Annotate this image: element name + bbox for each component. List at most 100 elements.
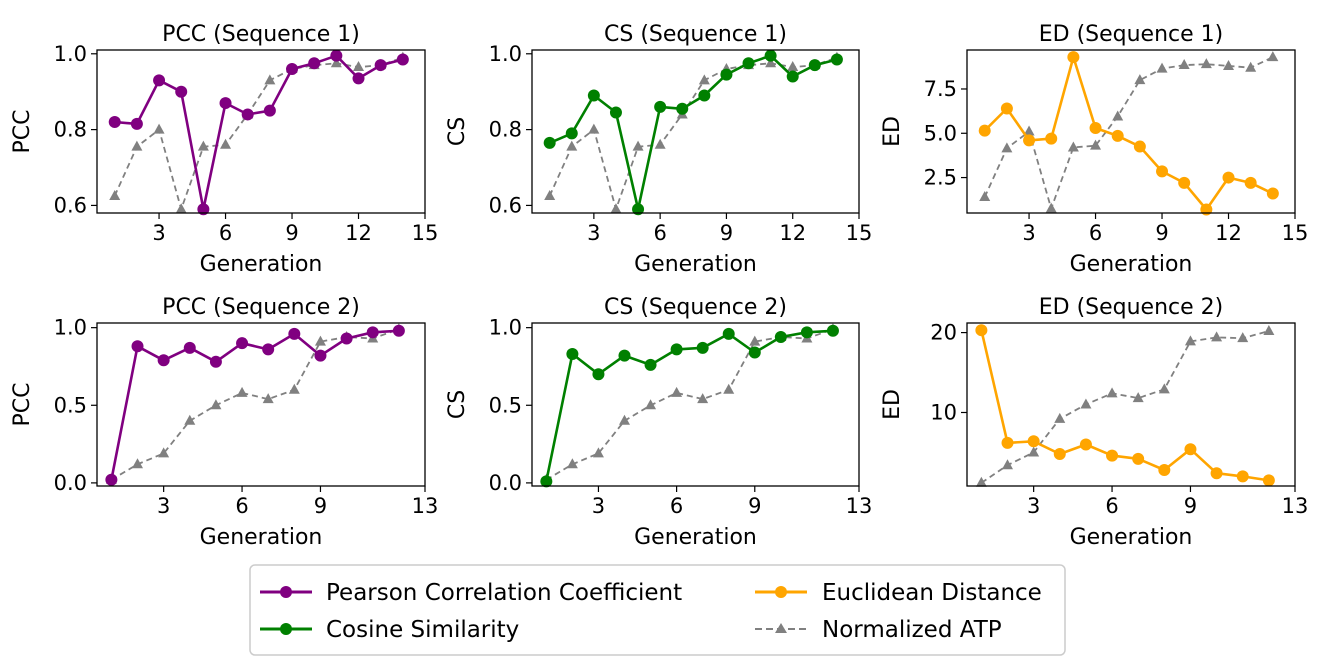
x-tick-label: 13 (846, 494, 873, 518)
data-point (826, 324, 839, 337)
data-point-triangle (1156, 62, 1168, 73)
data-point-triangle (645, 399, 657, 410)
data-point (1106, 449, 1119, 462)
y-tick-label: 1.0 (489, 316, 522, 340)
data-point (609, 106, 622, 119)
data-point-triangle (262, 393, 274, 404)
data-point-triangle (787, 61, 799, 72)
data-point (565, 127, 578, 140)
plot-frame (96, 49, 426, 214)
data-point (696, 341, 709, 354)
y-tick-label: 0.0 (489, 471, 522, 495)
series-line (548, 56, 838, 211)
chart-title: PCC (Sequence 2) (162, 295, 360, 320)
data-point-triangle (592, 447, 604, 458)
series-pearson-correlation-coefficient (108, 49, 409, 216)
data-point (1053, 448, 1066, 461)
data-point (108, 116, 121, 129)
data-point-triangle (975, 476, 987, 487)
data-point (1178, 176, 1191, 189)
series-normalized-atp (540, 323, 839, 484)
data-point-triangle (1028, 446, 1040, 457)
data-point (800, 326, 813, 339)
series-euclidean-distance (978, 51, 1279, 216)
plot-frame (531, 49, 860, 214)
data-point-triangle (1106, 387, 1118, 398)
data-point (1262, 474, 1275, 487)
data-point (722, 327, 735, 340)
y-tick-label: 0.5 (54, 393, 87, 417)
x-tick-label: 6 (1105, 494, 1118, 518)
data-point (1067, 51, 1080, 64)
data-point-triangle (697, 393, 709, 404)
data-point (1244, 176, 1257, 189)
data-point-triangle (723, 383, 735, 394)
x-tick-label: 3 (152, 221, 165, 245)
plot-frame (531, 322, 860, 487)
data-point-triangle (765, 57, 777, 68)
legend: Pearson Correlation Coefficient Cosine S… (249, 564, 1066, 656)
data-point (644, 358, 657, 371)
chart-title: CS (Sequence 1) (604, 22, 787, 47)
data-point (263, 104, 276, 117)
x-tick-label: 9 (1184, 494, 1197, 518)
data-point-triangle (1211, 331, 1223, 342)
x-axis-label: Generation (634, 525, 757, 550)
chart-ed-seq2: ED (Sequence 2) 3 6 9 13 10 20 Generation ED (880, 295, 1308, 550)
legend-label-cs: Cosine Similarity (326, 617, 519, 643)
data-point-triangle (131, 140, 143, 151)
legend-marker-pcc (280, 586, 292, 598)
series-line (980, 330, 1270, 484)
data-point (1236, 470, 1249, 483)
data-point (314, 349, 327, 362)
data-point-triangle (210, 399, 222, 410)
data-point (720, 68, 733, 81)
data-point (1089, 121, 1102, 134)
data-point-triangle (236, 386, 248, 397)
y-tick-label: 1.0 (54, 316, 87, 340)
data-point (392, 324, 405, 337)
y-tick-label: 0.5 (489, 393, 522, 417)
x-tick-label: 6 (219, 221, 232, 245)
data-point (374, 59, 387, 72)
y-axis-label: ED (880, 389, 905, 420)
data-point (130, 117, 143, 130)
x-tick-label: 15 (412, 221, 439, 245)
data-point (1027, 435, 1040, 448)
data-point-triangle (1223, 59, 1235, 70)
data-point-triangle (1134, 74, 1146, 85)
data-point-triangle (109, 189, 121, 200)
x-tick-label: 9 (720, 221, 733, 245)
data-point-triangle (610, 203, 622, 214)
data-point (978, 124, 991, 137)
data-point-triangle (220, 138, 232, 149)
data-point-triangle (749, 335, 761, 346)
plot-frame (96, 322, 426, 487)
data-point-triangle (654, 138, 666, 149)
x-tick-label: 3 (1022, 221, 1035, 245)
x-tick-label: 13 (1282, 494, 1309, 518)
x-tick-label: 9 (1155, 221, 1168, 245)
data-point-triangle (158, 447, 170, 458)
legend-marker-cs (280, 623, 292, 635)
data-point (1200, 203, 1213, 216)
data-point-triangle (544, 189, 556, 200)
y-tick-label: 0.0 (54, 471, 87, 495)
x-tick-label: 12 (1215, 221, 1242, 245)
plot-frame (966, 49, 1296, 214)
chart-title: PCC (Sequence 1) (162, 22, 360, 47)
data-point-triangle (353, 61, 365, 72)
y-axis-label: PCC (10, 110, 35, 154)
legend-frame (249, 564, 1066, 656)
x-tick-label: 3 (157, 494, 170, 518)
data-point (352, 72, 365, 85)
data-point-triangle (618, 414, 630, 425)
y-tick-label: 0.6 (54, 193, 87, 217)
y-tick-label: 7.5 (924, 77, 957, 101)
series-cosine-similarity (543, 49, 843, 216)
data-point-triangle (979, 191, 991, 202)
chart-title: CS (Sequence 2) (604, 295, 787, 320)
data-point (209, 355, 222, 368)
legend-label-pcc: Pearson Correlation Coefficient (326, 580, 682, 606)
